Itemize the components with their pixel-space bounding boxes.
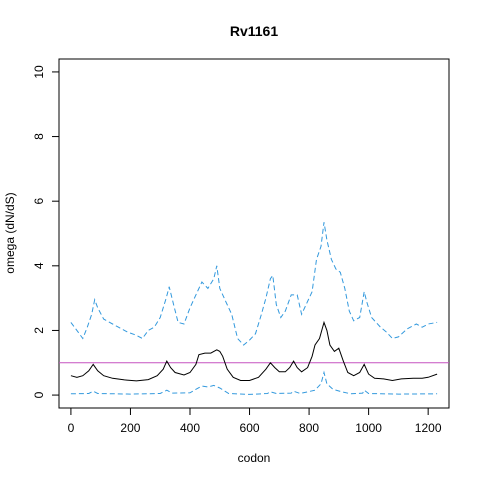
chart-title: Rv1161 (230, 23, 278, 39)
plot-area (59, 222, 449, 395)
x-tick-label: 200 (120, 421, 140, 435)
x-tick-label: 1000 (355, 421, 382, 435)
y-tick-label: 4 (32, 262, 46, 269)
series-line-estimate (70, 320, 438, 382)
x-axis-label: codon (238, 451, 271, 465)
y-tick-label: 8 (32, 133, 46, 140)
x-tick-label: 600 (240, 421, 260, 435)
x-tick-label: 800 (299, 421, 319, 435)
y-axis: 0 2 4 6 8 10 (32, 65, 60, 398)
y-axis-label: omega (dN/dS) (3, 192, 17, 273)
x-tick-label: 400 (180, 421, 200, 435)
plot-frame (58, 58, 450, 409)
y-tick-label: 10 (32, 65, 46, 79)
y-tick-label: 2 (32, 327, 46, 334)
x-tick-label: 1200 (415, 421, 442, 435)
x-tick-label: 0 (68, 421, 75, 435)
series-line-lower (70, 370, 438, 395)
series-line-upper (70, 222, 438, 346)
y-tick-label: 6 (32, 198, 46, 205)
y-tick-label: 0 (32, 391, 46, 398)
x-axis: 0 200 400 600 800 1000 1200 (68, 407, 442, 435)
